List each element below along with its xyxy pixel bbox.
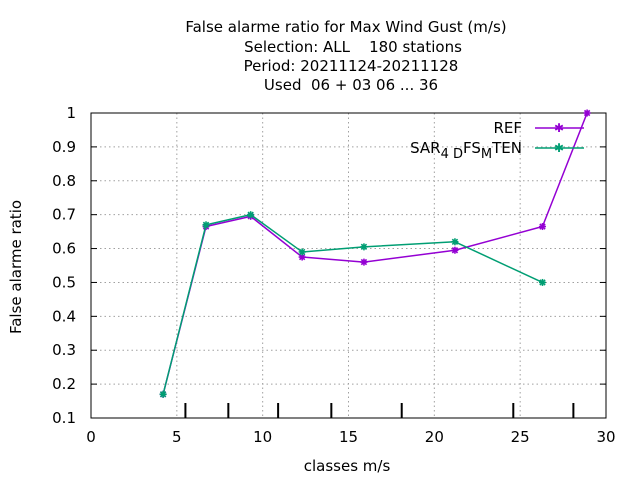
legend-label-sar-part-2: FS bbox=[463, 139, 481, 157]
data-point bbox=[583, 109, 591, 117]
data-point bbox=[298, 248, 306, 256]
y-tick-label: 0.1 bbox=[52, 409, 76, 427]
y-tick-label: 0.7 bbox=[52, 206, 76, 224]
y-tick-label: 0.5 bbox=[52, 273, 76, 291]
data-point bbox=[159, 390, 167, 398]
series-1 bbox=[159, 211, 546, 398]
data-point bbox=[360, 243, 368, 251]
y-tick-label: 0.3 bbox=[52, 341, 76, 359]
data-point bbox=[247, 211, 255, 219]
y-tick-label: 0.4 bbox=[52, 307, 76, 325]
legend-label-sar-part-1: SAR bbox=[410, 139, 440, 157]
axis-ticks: 0 5 10 15 20 25 30 0.1 0.2 0.3 0.4 0.5 0.6 0.7 0.8 0.9 1 bbox=[52, 104, 615, 446]
y-axis-label: False alarme ratio bbox=[7, 200, 25, 334]
x-tick-label: 15 bbox=[339, 428, 358, 446]
chart-title-line-3: Period: 20211124-20211128 bbox=[244, 57, 459, 75]
series-line bbox=[162, 112, 588, 395]
x-tick-label: 5 bbox=[172, 428, 182, 446]
legend-label-sar-sub-2: M bbox=[481, 147, 492, 162]
data-point bbox=[538, 223, 546, 231]
data-point bbox=[451, 246, 459, 254]
legend-label-ref: REF bbox=[493, 119, 522, 137]
x-tick-label: 25 bbox=[511, 428, 530, 446]
legend-label-sar-part-3: TEN bbox=[491, 139, 522, 157]
series bbox=[159, 109, 591, 398]
data-point bbox=[360, 258, 368, 266]
plot-border bbox=[90, 112, 607, 419]
y-tick-label: 0.9 bbox=[52, 138, 76, 156]
x-tick-label: 10 bbox=[253, 428, 272, 446]
chart-title-line-4: Used 06 + 03 06 ... 36 bbox=[264, 76, 438, 94]
x-axis-label: classes m/s bbox=[304, 457, 391, 475]
class-markers bbox=[184, 403, 575, 418]
y-tick-label: 0.8 bbox=[52, 172, 76, 190]
legend-marker-sar: ✱ bbox=[554, 141, 564, 155]
x-tick-label: 20 bbox=[425, 428, 444, 446]
y-tick-label: 1 bbox=[66, 104, 76, 122]
chart-title-line-2: Selection: ALL 180 stations bbox=[244, 38, 462, 56]
data-point bbox=[298, 253, 306, 261]
legend-label-sar: SAR4 DFSMTEN bbox=[410, 139, 522, 162]
x-tick-label: 30 bbox=[596, 428, 615, 446]
y-tick-label: 0.2 bbox=[52, 375, 76, 393]
x-tick-label: 0 bbox=[86, 428, 96, 446]
data-point bbox=[202, 221, 210, 229]
legend-marker-ref: ✱ bbox=[554, 121, 564, 135]
chart-title-line-1: False alarme ratio for Max Wind Gust (m/… bbox=[185, 18, 506, 36]
grid bbox=[91, 113, 606, 418]
legend-label-sar-sub-1: 4 D bbox=[441, 147, 463, 162]
data-point bbox=[451, 238, 459, 246]
legend: REF ✱ SAR4 DFSMTEN ✱ bbox=[410, 119, 584, 162]
y-tick-label: 0.6 bbox=[52, 240, 76, 258]
series-0 bbox=[159, 109, 591, 398]
data-point bbox=[538, 278, 546, 286]
